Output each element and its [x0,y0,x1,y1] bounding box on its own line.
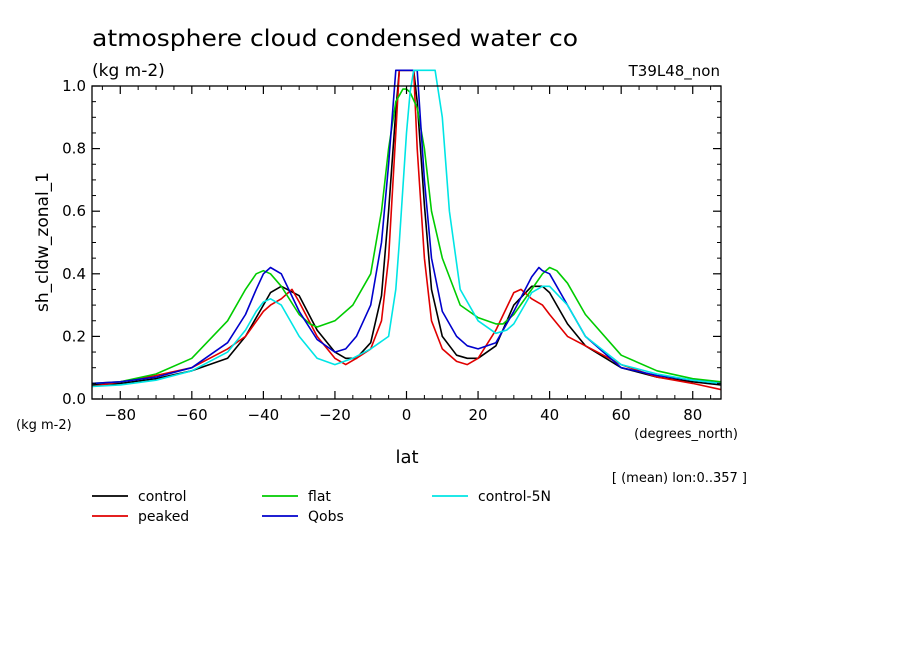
x-tick-label: 80 [683,406,702,424]
x-tick-label: −40 [248,406,280,424]
chart-title: atmosphere cloud condensed water co [92,26,578,52]
series-line-control [92,69,721,386]
legend-label-control: control [138,489,187,505]
averaging-note: [ (mean) lon:0..357 ] [612,471,747,486]
legend-label-control-5n: control-5N [478,489,551,505]
y-tick-label: 0.0 [62,390,86,408]
y-tick-label: 0.8 [62,140,86,158]
series-line-peaked [92,69,721,391]
x-tick-label: 0 [402,406,412,424]
y-tick-label: 0.2 [62,327,86,345]
y-tick-label: 0.6 [62,202,86,220]
legend-label-qobs: Qobs [308,509,344,525]
data-lines [92,69,721,391]
x-tick-label: −20 [319,406,351,424]
y-tick-label: 0.4 [62,265,86,283]
legend-label-flat: flat [308,489,331,505]
y-units-label: (kg m-2) [16,418,72,433]
x-tick-label: 40 [540,406,559,424]
y-tick-label: 1.0 [62,77,86,95]
x-axis-label: lat [395,447,418,468]
y-axis-label: sh_cldw_zonal_1 [33,172,53,312]
x-tick-label: 20 [469,406,488,424]
x-tick-label: −60 [176,406,208,424]
x-tick-label: 60 [612,406,631,424]
run-id-label: T39L48_non [628,62,720,81]
legend-label-peaked: peaked [138,509,189,525]
legend: control peaked flat Qobs control-5N [92,489,551,525]
series-line-control-5n [92,69,721,388]
series-line-qobs [92,69,721,385]
x-units-label: (degrees_north) [634,427,738,442]
x-tick-label: −80 [104,406,136,424]
chart-units: (kg m-2) [92,61,165,81]
axis-ticks: −80 −60 −40 −20 0 20 40 60 80 0.0 0.2 0.4 0.6 0.8 1.0 [62,77,721,424]
